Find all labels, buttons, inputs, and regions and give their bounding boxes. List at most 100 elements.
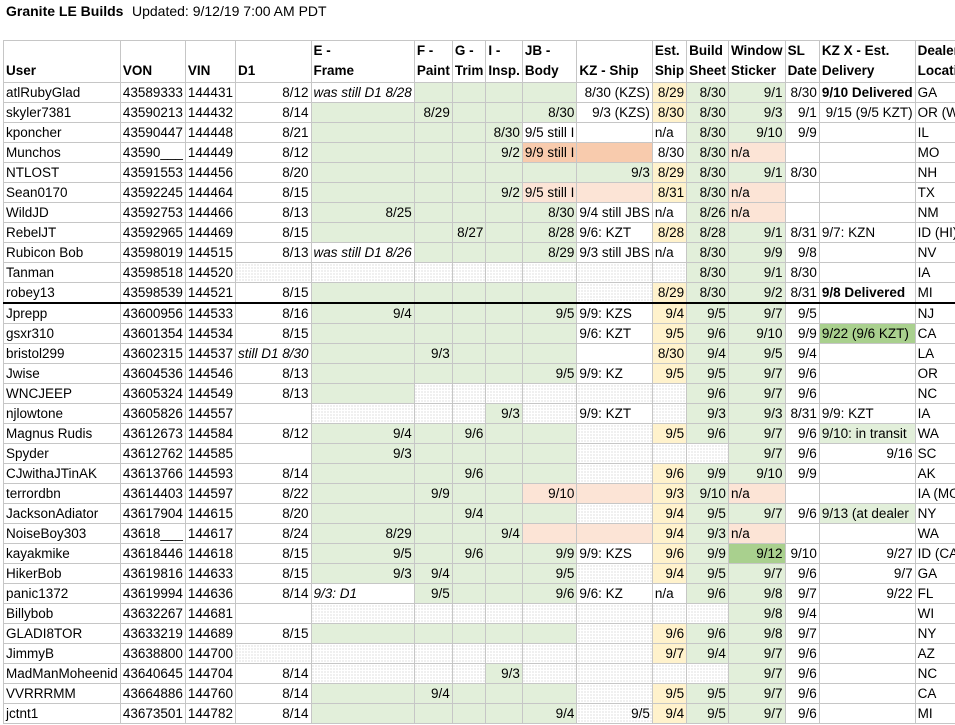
cell-von[interactable]: 43592245 [119, 182, 186, 203]
cell-ship[interactable]: 8/30 [651, 102, 688, 123]
cell-ship[interactable]: 9/5 [651, 423, 688, 444]
cell-trim[interactable] [451, 623, 487, 644]
cell-d1[interactable]: 8/13 [234, 383, 312, 404]
cell-location[interactable]: NM [914, 202, 955, 223]
cell-delivery[interactable]: 9/16 [818, 443, 916, 464]
cell-vin[interactable]: 144521 [184, 282, 236, 304]
cell-d1[interactable] [234, 643, 312, 664]
cell-kz-ship[interactable] [576, 563, 653, 584]
cell-von[interactable]: 43664886 [119, 683, 186, 704]
cell-location[interactable]: OR [914, 363, 955, 384]
cell-ship[interactable]: 9/6 [651, 543, 688, 564]
cell-body[interactable] [521, 423, 578, 444]
cell-von[interactable]: 43598518 [119, 262, 186, 283]
cell-kz-ship[interactable] [576, 443, 653, 464]
cell-paint[interactable] [413, 423, 453, 444]
cell-location[interactable]: NC [914, 663, 955, 684]
cell-user[interactable]: JacksonAdiator [3, 503, 121, 524]
cell-insp[interactable] [485, 162, 523, 183]
cell-insp[interactable] [485, 623, 523, 644]
cell-body[interactable] [521, 323, 578, 344]
cell-user[interactable]: CJwithaJTinAK [3, 463, 121, 484]
cell-ship[interactable]: 9/4 [651, 302, 688, 324]
cell-sheet[interactable]: 8/28 [686, 222, 729, 243]
cell-vin[interactable]: 144469 [184, 222, 236, 243]
cell-trim[interactable] [451, 182, 487, 203]
cell-body[interactable] [521, 262, 578, 283]
cell-von[interactable]: 43617904 [119, 503, 186, 524]
cell-sticker[interactable]: 9/7 [727, 443, 786, 464]
cell-frame[interactable] [310, 683, 415, 704]
cell-delivery[interactable]: 9/22 [818, 583, 916, 604]
cell-paint[interactable] [413, 82, 453, 103]
column-header[interactable]: Dealer Location [914, 40, 955, 83]
cell-delivery[interactable]: 9/7: KZN [818, 222, 916, 243]
cell-user[interactable]: kponcher [3, 122, 121, 143]
cell-sheet[interactable]: 9/9 [686, 543, 729, 564]
column-header[interactable]: KZ X - Est. Delivery [818, 40, 916, 83]
cell-user[interactable]: Munchos [3, 142, 121, 163]
cell-kz-ship[interactable] [576, 423, 653, 444]
cell-insp[interactable] [485, 583, 523, 604]
cell-ship[interactable]: 9/4 [651, 703, 688, 724]
cell-date[interactable]: 9/6 [784, 683, 820, 704]
cell-von[interactable]: 43619816 [119, 563, 186, 584]
cell-insp[interactable] [485, 282, 523, 304]
cell-vin[interactable]: 144704 [184, 663, 236, 684]
cell-body[interactable] [521, 82, 578, 103]
cell-vin[interactable]: 144431 [184, 82, 236, 103]
cell-vin[interactable]: 144432 [184, 102, 236, 123]
cell-d1[interactable]: 8/12 [234, 142, 312, 163]
cell-frame[interactable] [310, 122, 415, 143]
cell-body[interactable]: 9/5 [521, 302, 578, 324]
cell-frame[interactable] [310, 603, 415, 624]
cell-delivery[interactable]: 9/10: in transit [818, 423, 916, 444]
cell-von[interactable]: 43589333 [119, 82, 186, 103]
cell-d1[interactable]: 8/12 [234, 423, 312, 444]
cell-location[interactable]: IA [914, 403, 955, 424]
cell-d1[interactable]: 8/20 [234, 162, 312, 183]
cell-location[interactable]: MO [914, 142, 955, 163]
cell-body[interactable] [521, 343, 578, 364]
cell-sheet[interactable]: 9/9 [686, 463, 729, 484]
column-header[interactable]: KZ - Ship [576, 40, 653, 83]
cell-frame[interactable] [310, 503, 415, 524]
cell-vin[interactable]: 144597 [184, 483, 236, 504]
cell-sheet[interactable]: 9/5 [686, 563, 729, 584]
cell-von[interactable]: 43613766 [119, 463, 186, 484]
cell-sheet[interactable]: 9/4 [686, 643, 729, 664]
cell-user[interactable]: NoiseBoy303 [3, 523, 121, 544]
column-header[interactable]: E - Frame [310, 40, 415, 83]
cell-sticker[interactable]: 9/7 [727, 302, 786, 324]
cell-kz-ship[interactable] [576, 523, 653, 544]
cell-delivery[interactable]: 9/27 [818, 543, 916, 564]
cell-trim[interactable] [451, 162, 487, 183]
cell-von[interactable]: 43638800 [119, 643, 186, 664]
cell-ship[interactable]: 9/6 [651, 463, 688, 484]
cell-insp[interactable] [485, 262, 523, 283]
cell-trim[interactable] [451, 443, 487, 464]
cell-frame[interactable] [310, 142, 415, 163]
cell-vin[interactable]: 144534 [184, 323, 236, 344]
cell-von[interactable]: 43605324 [119, 383, 186, 404]
cell-paint[interactable] [413, 302, 453, 324]
cell-d1[interactable]: 8/15 [234, 623, 312, 644]
cell-frame[interactable] [310, 643, 415, 664]
cell-user[interactable]: panic1372 [3, 583, 121, 604]
cell-date[interactable]: 9/1 [784, 102, 820, 123]
cell-date[interactable]: 8/31 [784, 222, 820, 243]
cell-body[interactable] [521, 523, 578, 544]
cell-date[interactable]: 9/4 [784, 603, 820, 624]
cell-sticker[interactable]: 9/3 [727, 102, 786, 123]
cell-body[interactable]: 8/28 [521, 222, 578, 243]
cell-user[interactable]: VVRRRMM [3, 683, 121, 704]
cell-trim[interactable] [451, 242, 487, 263]
cell-date[interactable]: 9/6 [784, 423, 820, 444]
cell-kz-ship[interactable] [576, 483, 653, 504]
cell-sticker[interactable]: n/a [727, 182, 786, 203]
cell-frame[interactable] [310, 703, 415, 724]
cell-paint[interactable]: 9/3 [413, 343, 453, 364]
column-header[interactable]: D1 [234, 40, 312, 83]
cell-paint[interactable] [413, 182, 453, 203]
cell-delivery[interactable]: 9/7 [818, 563, 916, 584]
